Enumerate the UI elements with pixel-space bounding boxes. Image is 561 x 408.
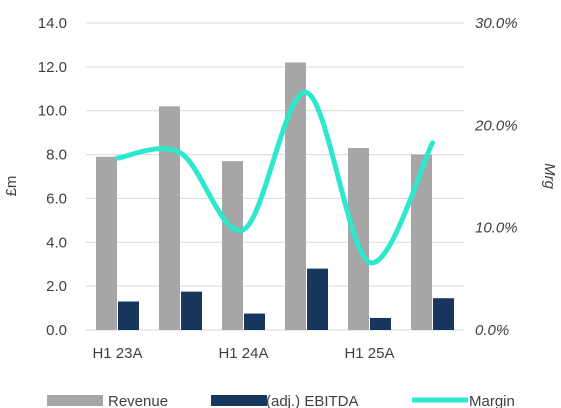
- margin-line: [115, 90, 435, 265]
- y2-axis-ticks: 0.0% 10.0% 20.0% 30.0%: [474, 15, 518, 339]
- y2-tick-label: 30.0%: [475, 15, 518, 32]
- ebitda-bar: [118, 301, 139, 330]
- x-tick-label: H1 25A: [344, 345, 394, 362]
- y-tick-label: 0.0: [46, 322, 67, 339]
- y-tick-label: 14.0: [38, 15, 67, 32]
- legend-label: (adj.) EBITDA: [266, 393, 359, 408]
- y-axis-ticks: 0.0 2.0 4.0 6.0 8.0 10.0 12.0 14.0: [38, 15, 67, 339]
- revenue-bar: [348, 147, 369, 330]
- legend-swatch: [47, 395, 103, 406]
- y2-axis-title: Mrg: [541, 163, 558, 189]
- legend: Revenue (adj.) EBITDA Margin: [47, 393, 515, 408]
- x-axis-ticks: H1 23A H1 24A H1 25A: [92, 345, 394, 362]
- y-tick-label: 6.0: [46, 190, 67, 207]
- legend-swatch: [211, 395, 267, 406]
- gridlines: [86, 22, 464, 331]
- bars: [96, 62, 454, 330]
- ebitda-bar: [244, 313, 265, 330]
- x-tick-label: H1 23A: [92, 345, 142, 362]
- legend-label: Revenue: [108, 393, 168, 408]
- legend-label: Margin: [469, 393, 515, 408]
- ebitda-bar: [181, 291, 202, 330]
- y-axis-title: £m: [3, 176, 20, 197]
- revenue-bar: [222, 161, 243, 330]
- revenue-bar: [159, 106, 180, 330]
- revenue-bar: [96, 156, 117, 330]
- ebitda-bar: [307, 268, 328, 330]
- y-tick-label: 4.0: [46, 234, 67, 251]
- revenue-bar: [285, 62, 306, 330]
- margin-line-group: [115, 90, 435, 265]
- y2-tick-label: 0.0%: [475, 322, 509, 339]
- y2-tick-label: 10.0%: [475, 220, 518, 237]
- y-tick-label: 12.0: [38, 59, 67, 76]
- y-tick-label: 2.0: [46, 278, 67, 295]
- y2-tick-label: 20.0%: [474, 117, 518, 134]
- ebitda-bar: [433, 298, 454, 330]
- revenue-bar: [411, 154, 432, 330]
- y-tick-label: 10.0: [38, 103, 67, 120]
- ebitda-bar: [370, 317, 391, 330]
- y-tick-label: 8.0: [46, 147, 67, 164]
- x-tick-label: H1 24A: [218, 345, 268, 362]
